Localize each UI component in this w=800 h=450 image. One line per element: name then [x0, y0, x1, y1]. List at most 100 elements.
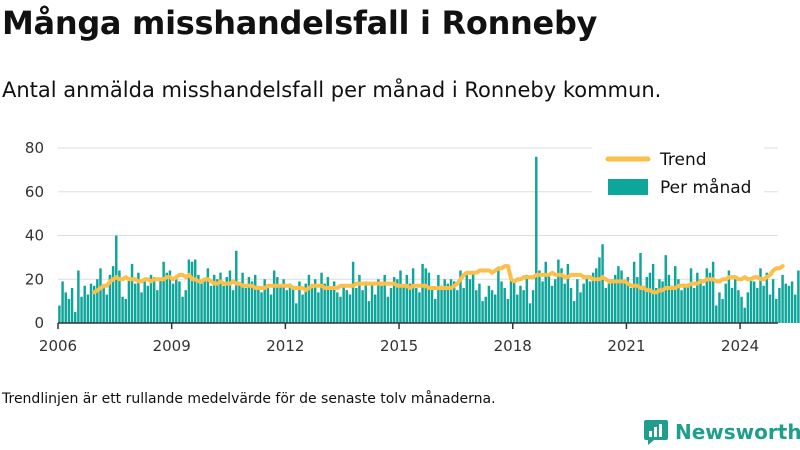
footnote: Trendlinjen är ett rullande medelvärde f…: [2, 391, 496, 407]
bar: [424, 268, 427, 323]
bar: [692, 288, 696, 323]
newsworthy-logo-icon: [644, 420, 668, 445]
y-axis-ticks: 0 20 40 60 80: [25, 139, 44, 332]
newsworthy-logo[interactable]: Newsworthy: [643, 418, 800, 446]
bar: [326, 277, 330, 323]
bar: [272, 270, 276, 323]
bar: [228, 270, 232, 323]
bar: [765, 272, 769, 323]
bar: [535, 156, 538, 323]
bar: [250, 281, 254, 323]
bar: [475, 290, 478, 323]
bar: [137, 272, 140, 323]
bar: [440, 285, 443, 323]
bar: [329, 288, 333, 323]
bar: [733, 277, 737, 323]
bar: [377, 279, 380, 323]
bar: [168, 270, 172, 323]
bar: [266, 288, 270, 323]
bar: [285, 290, 289, 323]
bar: [351, 261, 355, 323]
bar: [415, 288, 418, 323]
bar: [373, 294, 377, 323]
bar: [617, 266, 620, 323]
bar: [96, 279, 99, 323]
bar: [749, 277, 753, 323]
bar: [364, 281, 367, 323]
bar: [181, 296, 184, 323]
bar: [557, 259, 560, 323]
bar: [348, 294, 352, 323]
bar: [629, 288, 633, 323]
bar: [645, 277, 649, 323]
bar: [509, 274, 513, 323]
bar: [715, 305, 718, 323]
bar: [405, 274, 409, 323]
bar: [756, 288, 759, 323]
bar: [339, 296, 342, 323]
bar: [437, 274, 440, 323]
bar: [383, 274, 386, 323]
bar: [724, 283, 727, 323]
bar: [165, 272, 169, 323]
bar: [146, 285, 150, 323]
legend-bar-label: Per månad: [660, 177, 751, 198]
bar: [468, 279, 472, 323]
bar: [490, 290, 494, 323]
y-tick-label: 60: [25, 183, 44, 201]
x-axis-ticks: 2006 2009 2012 2015 2018 2021 2024: [39, 323, 759, 355]
bar: [465, 274, 469, 323]
bar: [235, 250, 238, 323]
bar: [430, 288, 434, 323]
bar: [598, 257, 601, 323]
bar: [560, 268, 563, 323]
bar: [342, 285, 345, 323]
bar: [768, 294, 772, 323]
bar: [130, 263, 134, 323]
bar: [253, 274, 257, 323]
bar: [670, 285, 674, 323]
bar: [446, 283, 450, 323]
bar: [459, 270, 462, 323]
bar: [212, 274, 216, 323]
bar: [187, 259, 191, 323]
bar: [718, 292, 721, 323]
bar: [771, 279, 775, 323]
bar: [64, 292, 67, 323]
bar: [190, 261, 194, 323]
bar: [345, 290, 349, 323]
bar: [159, 279, 162, 323]
y-tick-label: 20: [25, 270, 44, 288]
bar: [241, 272, 244, 323]
brand-name: Newsworthy: [675, 420, 800, 444]
bar: [411, 268, 415, 323]
bar: [291, 288, 295, 323]
bar: [86, 294, 90, 323]
bar: [576, 279, 579, 323]
bar: [686, 283, 690, 323]
bar: [108, 274, 112, 323]
bar: [143, 281, 146, 323]
bar: [547, 274, 551, 323]
bar: [282, 279, 285, 323]
bar: [673, 266, 677, 323]
bar: [588, 281, 592, 323]
bar: [323, 283, 326, 323]
bar: [787, 285, 791, 323]
bar: [433, 298, 437, 323]
bar: [506, 298, 510, 323]
bar: [279, 285, 282, 323]
bar: [171, 283, 175, 323]
bar: [152, 277, 156, 323]
bar: [175, 279, 178, 323]
bar: [73, 312, 77, 323]
bar: [752, 281, 756, 323]
bar: [632, 261, 636, 323]
bar: [743, 307, 746, 323]
bar: [149, 274, 153, 323]
y-tick-label: 0: [34, 314, 44, 332]
bar: [206, 268, 210, 323]
bar: [591, 272, 595, 323]
bar: [408, 283, 412, 323]
bar: [355, 288, 358, 323]
